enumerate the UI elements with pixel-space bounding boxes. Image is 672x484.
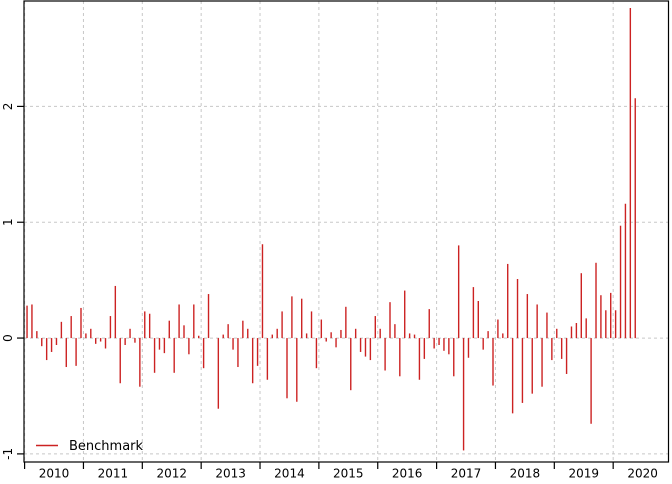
y-tick-label: 1: [1, 218, 15, 226]
benchmark-bars-series: [26, 7, 636, 451]
plot-frame: [23, 0, 670, 463]
y-tick-label: 2: [1, 103, 15, 111]
y-tick-label: 0: [1, 334, 15, 342]
legend-label: Benchmark: [69, 439, 144, 454]
x-tick-label: 2016: [392, 467, 423, 481]
x-tick-label: 2018: [510, 467, 541, 481]
x-tick-label: 2012: [156, 467, 187, 481]
x-tick-label: 2010: [39, 467, 70, 481]
x-tick-label: 2015: [333, 467, 364, 481]
x-tick-label: 2013: [215, 467, 246, 481]
x-tick-label: 2011: [98, 467, 129, 481]
y-tick-label: -1: [1, 448, 15, 460]
legend: Benchmark: [36, 439, 144, 454]
x-tick-label: 2017: [451, 467, 482, 481]
gridlines: [24, 1, 669, 462]
x-tick-label: 2014: [274, 467, 305, 481]
x-tick-label: 2019: [568, 467, 599, 481]
x-tick-label: 2020: [627, 467, 658, 481]
